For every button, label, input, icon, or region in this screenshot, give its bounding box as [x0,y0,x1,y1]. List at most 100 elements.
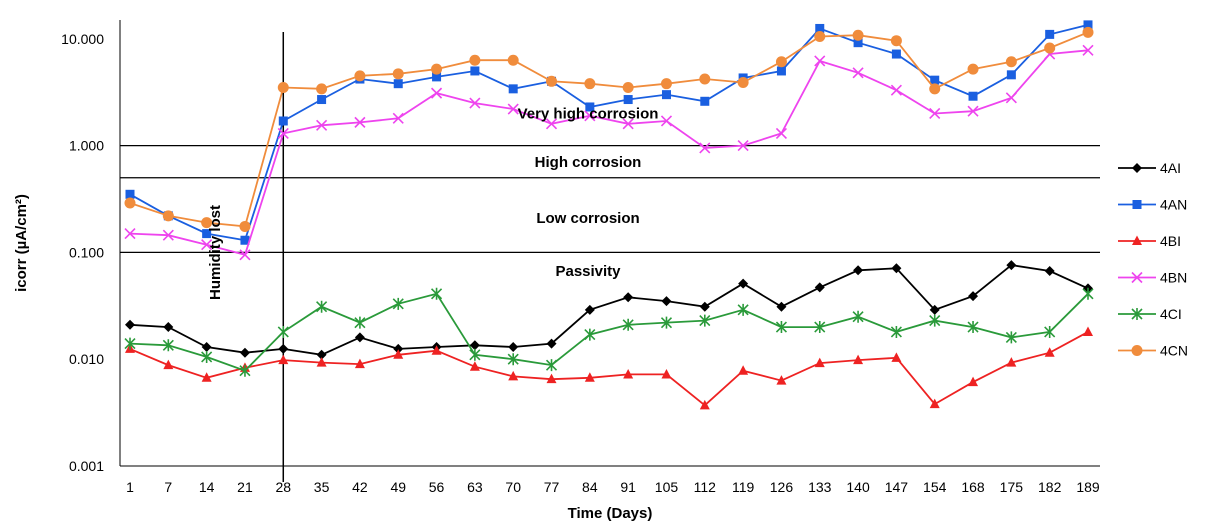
data-point-4ai [125,319,135,330]
data-point-4cn [737,76,749,88]
data-point-4bi [316,357,327,367]
zone-label: Passivity [555,263,621,280]
data-point-4cn [546,75,558,87]
x-tick-label: 182 [1038,479,1062,495]
data-point-4ci [737,303,749,316]
data-point-4ai [1006,260,1017,271]
data-point-4ai [584,304,595,315]
humidity-annotation: Humidity lost [207,205,224,300]
x-tick-label: 91 [620,479,636,495]
data-point-4cn [124,197,136,209]
data-point-4bn [1082,44,1094,56]
zone-label: Very high corrosion [518,105,659,122]
data-point-4cn [239,220,251,232]
data-point-4bi [853,354,864,365]
data-point-4ci [584,328,596,341]
series-4ai [125,260,1093,360]
legend-label: 4CI [1160,306,1182,322]
y-tick-label: 0.001 [69,458,104,474]
series-4bi [125,326,1093,410]
data-point-4bi [546,373,557,384]
data-point-4bn [430,87,443,99]
x-tick-label: 63 [467,479,483,495]
data-point-4an [853,38,863,48]
data-point-4an [278,116,288,126]
data-point-4cn [699,73,711,85]
data-point-4bi [469,361,480,371]
data-point-4cn [929,83,941,95]
legend-item-4bi: 4BI [1118,233,1181,249]
x-tick-label: 21 [237,479,253,495]
x-tick-label: 147 [885,479,909,495]
data-point-4an [968,91,978,101]
data-point-4an [317,95,327,105]
data-point-4ci [469,348,481,361]
data-point-4an [432,72,442,82]
y-tick-label: 1.000 [69,138,104,154]
data-point-4an [891,49,901,59]
x-tick-label: 42 [352,479,368,495]
legend-label: 4AI [1160,160,1181,176]
data-point-4cn [507,54,519,66]
data-point-4bi [968,376,979,387]
x-tick-label: 154 [923,479,947,495]
data-point-4ci [201,350,213,363]
x-tick-label: 35 [314,479,330,495]
series-4cn [124,26,1094,232]
x-tick-label: 140 [846,479,870,495]
data-point-4bi [738,365,749,375]
data-point-4cn [660,78,672,90]
data-point-4ci [660,316,673,329]
data-point-4an [125,189,135,199]
data-point-4ci [852,310,864,323]
x-tick-label: 126 [770,479,794,495]
legend-item-4ci: 4CI [1118,306,1182,322]
x-tick-label: 70 [505,479,521,495]
data-point-4bn [545,118,558,130]
legend-label: 4CN [1160,343,1188,359]
series-line-4bn [129,49,1089,256]
data-point-4ci [124,337,136,350]
data-point-4ai [1044,265,1055,276]
legend-item-4ai: 4AI [1118,160,1181,176]
data-point-4ci [967,321,979,334]
data-point-4bn [699,142,711,154]
data-point-4cn [622,81,634,93]
data-point-4cn [431,63,443,75]
data-point-4bi [1083,326,1093,336]
data-point-4ci [1082,287,1094,300]
data-point-4an [585,102,595,112]
data-point-4an [240,235,250,245]
data-point-4cn [814,31,826,43]
data-point-4ci [1005,331,1017,344]
legend: 4AI 4AN 4BI 4BN 4CI 4CN [1118,160,1188,359]
data-point-4bi [623,368,634,379]
data-point-4cn [967,63,979,75]
data-point-4ci [277,325,289,338]
data-point-4ci [775,321,788,334]
x-tick-label: 56 [429,479,445,495]
data-point-4an [470,66,480,76]
data-point-4ai [508,342,519,353]
data-point-4an [623,95,633,105]
data-point-4cn [852,29,864,41]
data-point-4ai [239,347,250,358]
data-point-4bi [431,345,442,355]
data-point-4cn [277,81,289,93]
data-point-4bn [967,105,979,117]
legend-item-4cn: 4CN [1118,343,1188,359]
data-point-4bi [1044,347,1055,357]
data-point-4an [1083,20,1093,30]
data-point-4ai [354,332,365,343]
data-point-4ai [623,292,634,303]
data-point-4bn [775,127,788,140]
legend-marker [1132,200,1142,209]
legend-marker [1132,163,1142,173]
series-line-4cn [129,31,1089,228]
data-point-4ci [622,318,634,331]
data-point-4an [661,90,671,100]
series-layer [124,20,1094,410]
data-point-4an [930,75,940,85]
data-point-4bi [891,352,902,362]
